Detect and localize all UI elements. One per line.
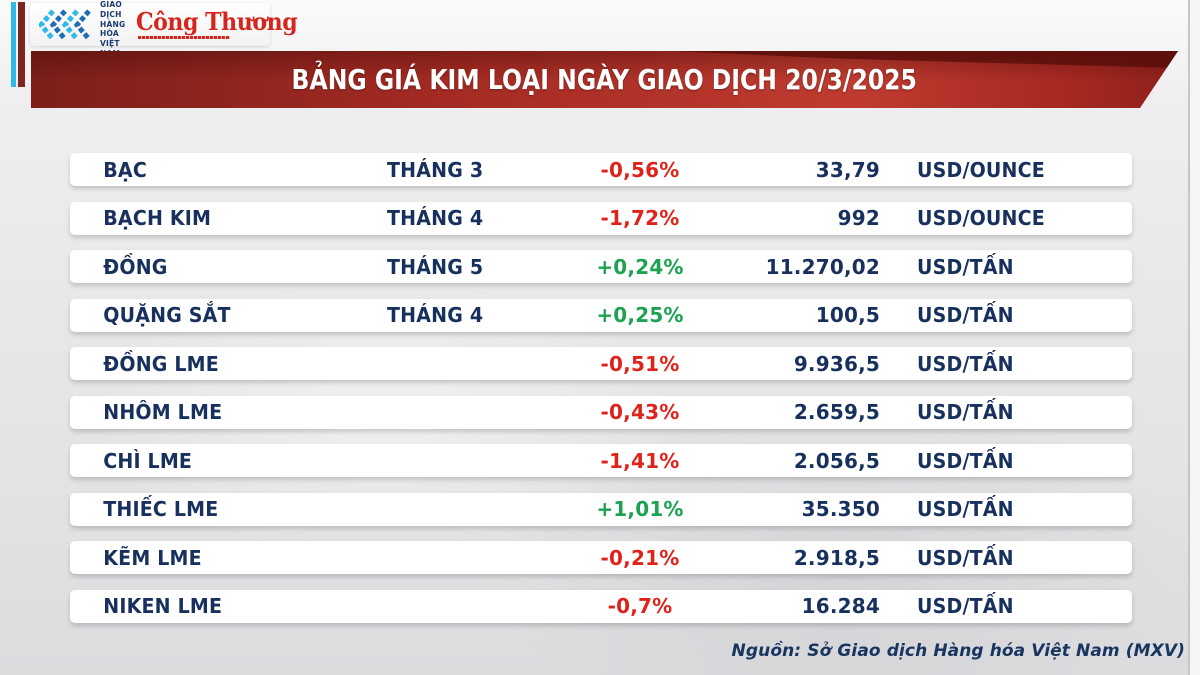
price-value: 33,79 bbox=[815, 157, 880, 182]
price-value: 2.056,5 bbox=[793, 448, 880, 473]
table-row: KẼM LME -0,21% 2.918,5 USD/TẤN bbox=[70, 541, 1132, 574]
right-edge-strip bbox=[1190, 0, 1200, 675]
price-unit: USD/TẤN bbox=[917, 448, 1014, 473]
commodity-name: BẠCH KIM bbox=[103, 206, 212, 230]
change-percent: +1,01% bbox=[596, 497, 684, 521]
commodity-name: QUẶNG SẮT bbox=[103, 303, 231, 327]
commodity-name: KẼM LME bbox=[103, 545, 202, 570]
mxv-line-2: HÀNG HÓA bbox=[100, 19, 126, 39]
table-row: NIKEN LME -0,7% 16.284 USD/TẤN bbox=[70, 589, 1132, 623]
commodity-name: ĐỒNG bbox=[103, 254, 168, 279]
congthuong-tagline-line bbox=[138, 36, 231, 39]
mxv-line-1: SỞ GIAO DỊCH bbox=[100, 0, 122, 19]
price-value: 100,5 bbox=[815, 303, 880, 327]
change-percent: -1,41% bbox=[600, 448, 680, 473]
table-row: NHÔM LME -0,43% 2.659,5 USD/TẤN bbox=[70, 395, 1132, 429]
accent-bar-cyan bbox=[11, 2, 16, 87]
table-row: ĐỒNG LME -0,51% 9.936,5 USD/TẤN bbox=[70, 347, 1132, 380]
commodity-name: CHÌ LME bbox=[103, 448, 193, 473]
contract-month: THÁNG 5 bbox=[387, 254, 484, 279]
contract-month: THÁNG 4 bbox=[387, 303, 484, 327]
price-unit: USD/TẤN bbox=[917, 254, 1014, 279]
page-title: BẢNG GIÁ KIM LOẠI NGÀY GIAO DỊCH 20/3/20… bbox=[291, 63, 918, 96]
change-percent: -0,43% bbox=[600, 400, 680, 424]
change-percent: +0,24% bbox=[596, 254, 684, 279]
right-edge-divider bbox=[1188, 0, 1190, 675]
price-unit: USD/TẤN bbox=[917, 400, 1014, 424]
price-value: 16.284 bbox=[801, 594, 880, 618]
price-unit: USD/TẤN bbox=[917, 351, 1014, 376]
commodity-name: THIẾC LME bbox=[103, 497, 219, 521]
contract-month: THÁNG 3 bbox=[387, 157, 484, 182]
commodity-name: NHÔM LME bbox=[103, 400, 223, 424]
contract-month: THÁNG 4 bbox=[387, 206, 484, 230]
price-value: 9.936,5 bbox=[793, 351, 880, 376]
change-percent: -0,56% bbox=[600, 157, 680, 182]
change-percent: -0,21% bbox=[600, 545, 680, 570]
mxv-logo-icon bbox=[39, 8, 91, 41]
logo-card: SỞ GIAO DỊCH HÀNG HÓA VIỆT NAM Công Thươ… bbox=[30, 0, 298, 58]
price-unit: USD/TẤN bbox=[917, 497, 1014, 521]
source-credit: Nguồn: Sở Giao dịch Hàng hóa Việt Nam (M… bbox=[731, 641, 1185, 661]
price-value: 992 bbox=[837, 206, 880, 230]
price-value: 11.270,02 bbox=[765, 254, 880, 279]
table-row: QUẶNG SẮT THÁNG 4 +0,25% 100,5 USD/TẤN bbox=[70, 298, 1132, 332]
price-unit: USD/TẤN bbox=[917, 594, 1014, 618]
mxv-logo-text: SỞ GIAO DỊCH HÀNG HÓA VIỆT NAM bbox=[100, 0, 125, 59]
congthuong-logo: Công Thương bbox=[136, 10, 311, 39]
title-banner: BẢNG GIÁ KIM LOẠI NGÀY GIAO DỊCH 20/3/20… bbox=[31, 51, 1178, 108]
table-row: THIẾC LME +1,01% 35.350 USD/TẤN bbox=[70, 492, 1132, 526]
commodity-name: NIKEN LME bbox=[103, 594, 223, 618]
price-unit: USD/OUNCE bbox=[917, 157, 1045, 182]
change-percent: -0,7% bbox=[607, 594, 673, 618]
commodity-name: BẠC bbox=[103, 157, 147, 182]
table-row: BẠCH KIM THÁNG 4 -1,72% 992 USD/OUNCE bbox=[70, 201, 1132, 235]
price-unit: USD/OUNCE bbox=[917, 206, 1045, 230]
accent-bar-maroon bbox=[18, 2, 25, 87]
price-value: 2.659,5 bbox=[793, 400, 880, 424]
price-value: 2.918,5 bbox=[793, 545, 880, 570]
price-unit: USD/TẤN bbox=[917, 545, 1014, 570]
table-row: ĐỒNG THÁNG 5 +0,24% 11.270,02 USD/TẤN bbox=[70, 250, 1132, 283]
congthuong-wordmark: Công Thương bbox=[136, 7, 298, 36]
price-unit: USD/TẤN bbox=[917, 303, 1014, 327]
change-percent: -1,72% bbox=[600, 206, 680, 230]
price-value: 35.350 bbox=[801, 497, 880, 521]
price-table: BẠC THÁNG 3 -0,56% 33,79 USD/OUNCE BẠCH … bbox=[70, 153, 1132, 623]
commodity-name: ĐỒNG LME bbox=[103, 351, 219, 376]
table-row: CHÌ LME -1,41% 2.056,5 USD/TẤN bbox=[70, 444, 1132, 477]
change-percent: +0,25% bbox=[596, 303, 684, 327]
change-percent: -0,51% bbox=[600, 351, 680, 376]
table-row: BẠC THÁNG 3 -0,56% 33,79 USD/OUNCE bbox=[70, 153, 1132, 186]
